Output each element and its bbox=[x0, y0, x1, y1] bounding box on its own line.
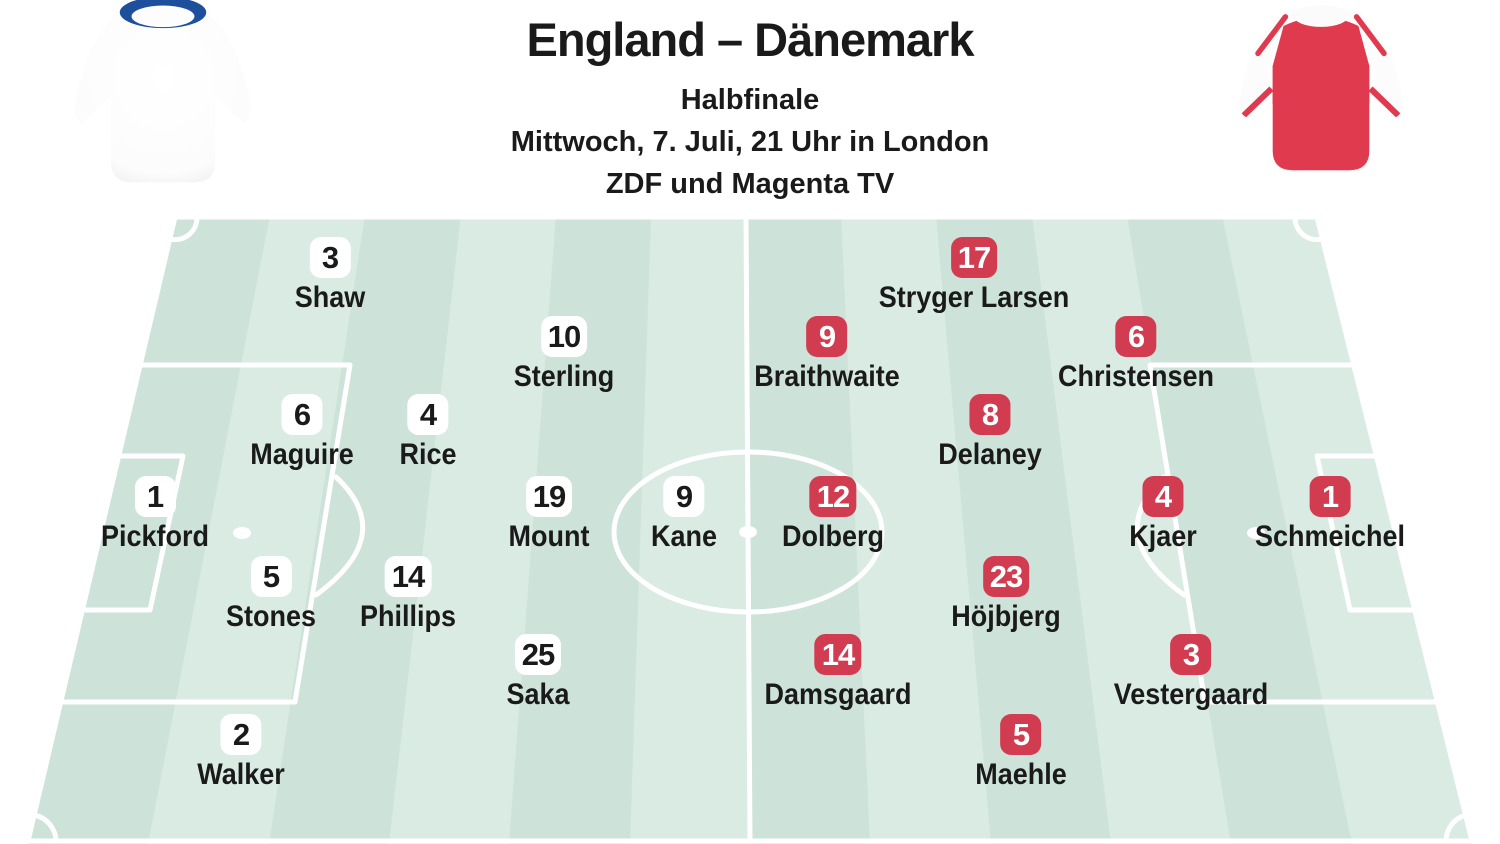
player-number-badge: 3 bbox=[1170, 634, 1212, 675]
player-marker: 10 Sterling bbox=[508, 316, 620, 395]
player-name: Dolberg bbox=[781, 520, 885, 553]
player-name: Maguire bbox=[250, 438, 354, 471]
player-marker: 5 Stones bbox=[221, 556, 321, 635]
player-marker: 6 Maguire bbox=[244, 394, 359, 473]
right-penalty-spot bbox=[1247, 527, 1265, 539]
corner-arc-bottom-right bbox=[1443, 812, 1469, 844]
touchline-perimeter bbox=[25, 215, 1475, 844]
player-number-badge: 25 bbox=[514, 634, 562, 675]
denmark-shirt-body-panel bbox=[1272, 16, 1370, 171]
player-name: Schmeichel bbox=[1254, 520, 1406, 553]
denmark-collar-inner bbox=[1293, 5, 1349, 27]
player-number-badge: 19 bbox=[525, 476, 573, 517]
england-jersey-icon bbox=[74, 0, 252, 183]
england-shirt-body bbox=[74, 3, 252, 183]
player-marker: 1 Pickford bbox=[95, 476, 215, 555]
player-number-badge: 8 bbox=[969, 394, 1011, 435]
player-number-badge: 5 bbox=[1000, 714, 1042, 755]
denmark-jersey-icon bbox=[1239, 5, 1403, 173]
player-number-badge: 14 bbox=[814, 634, 862, 675]
england-collar-inner bbox=[131, 5, 195, 28]
player-number-badge: 14 bbox=[384, 556, 432, 597]
player-name: Shaw bbox=[294, 281, 366, 314]
player-number-badge: 1 bbox=[1309, 476, 1351, 517]
left-penalty-arc bbox=[313, 474, 366, 598]
player-number-badge: 6 bbox=[281, 394, 323, 435]
player-name: Braithwaite bbox=[754, 360, 900, 393]
player-name: Höjbjerg bbox=[951, 600, 1061, 633]
mowing-stripes bbox=[28, 215, 1352, 844]
player-number-badge: 12 bbox=[809, 476, 857, 517]
corner-arc-top-right bbox=[1292, 215, 1325, 243]
left-penalty-spot bbox=[233, 527, 251, 539]
player-marker: 14 Phillips bbox=[355, 556, 462, 635]
player-number-badge: 3 bbox=[309, 237, 351, 278]
center-circle bbox=[611, 449, 885, 615]
player-marker: 1 Schmeichel bbox=[1247, 476, 1414, 555]
player-number-badge: 6 bbox=[1115, 316, 1157, 357]
player-marker: 19 Mount bbox=[504, 476, 594, 555]
player-marker: 9 Kane bbox=[647, 476, 720, 555]
player-number-badge: 2 bbox=[220, 714, 262, 755]
right-goal-area bbox=[1314, 453, 1420, 613]
match-date-venue: Mittwoch, 7. Juli, 21 Uhr in London bbox=[510, 126, 990, 158]
page-title: England – Dänemark bbox=[526, 13, 975, 66]
player-marker: 5 Maehle bbox=[970, 714, 1072, 793]
player-marker: 4 Kjaer bbox=[1125, 476, 1200, 555]
player-name: Walker bbox=[197, 758, 285, 791]
player-number-badge: 9 bbox=[663, 476, 705, 517]
player-name: Sterling bbox=[513, 360, 615, 393]
player-marker: 8 Delaney bbox=[932, 394, 1047, 473]
player-name: Christensen bbox=[1057, 360, 1215, 393]
player-number-badge: 23 bbox=[982, 556, 1030, 597]
player-number-badge: 1 bbox=[134, 476, 176, 517]
match-round: Halbfinale bbox=[680, 84, 820, 116]
player-name: Kjaer bbox=[1129, 520, 1197, 553]
center-spot bbox=[739, 526, 757, 538]
player-marker: 23 Höjbjerg bbox=[945, 556, 1067, 635]
right-penalty-area bbox=[1147, 362, 1440, 705]
player-marker: 4 Rice bbox=[396, 394, 459, 473]
player-name: Kane bbox=[650, 520, 718, 553]
player-name: Phillips bbox=[359, 600, 457, 633]
player-name: Stryger Larsen bbox=[878, 281, 1070, 314]
player-name: Mount bbox=[508, 520, 590, 553]
player-number-badge: 9 bbox=[806, 316, 848, 357]
player-number-badge: 5 bbox=[250, 556, 292, 597]
corner-arc-bottom-left bbox=[31, 812, 59, 844]
player-name: Stones bbox=[225, 600, 317, 633]
left-penalty-area bbox=[58, 362, 353, 705]
player-number-badge: 4 bbox=[407, 394, 449, 435]
player-marker: 25 Saka bbox=[503, 634, 573, 713]
player-name: Maehle bbox=[975, 758, 1067, 791]
player-marker: 3 Vestergaard bbox=[1105, 634, 1277, 713]
player-marker: 2 Walker bbox=[192, 714, 289, 793]
player-marker: 17 Stryger Larsen bbox=[868, 237, 1080, 316]
player-name: Saka bbox=[506, 678, 570, 711]
player-number-badge: 4 bbox=[1142, 476, 1184, 517]
player-name: Damsgaard bbox=[764, 678, 912, 711]
pitch bbox=[25, 215, 1475, 844]
player-name: Rice bbox=[399, 438, 457, 471]
player-marker: 9 Braithwaite bbox=[746, 316, 908, 395]
player-marker: 14 Damsgaard bbox=[756, 634, 919, 713]
player-number-badge: 10 bbox=[540, 316, 588, 357]
player-name: Delaney bbox=[938, 438, 1042, 471]
player-number-badge: 17 bbox=[950, 237, 998, 278]
player-name: Vestergaard bbox=[1113, 678, 1269, 711]
player-marker: 3 Shaw bbox=[291, 237, 369, 316]
player-name: Pickford bbox=[100, 520, 210, 553]
broadcast-info: ZDF und Magenta TV bbox=[605, 168, 895, 200]
left-goal-area bbox=[80, 453, 186, 613]
player-marker: 6 Christensen bbox=[1049, 316, 1222, 395]
player-marker: 12 Dolberg bbox=[776, 476, 889, 555]
corner-arc-top-left bbox=[167, 215, 200, 243]
